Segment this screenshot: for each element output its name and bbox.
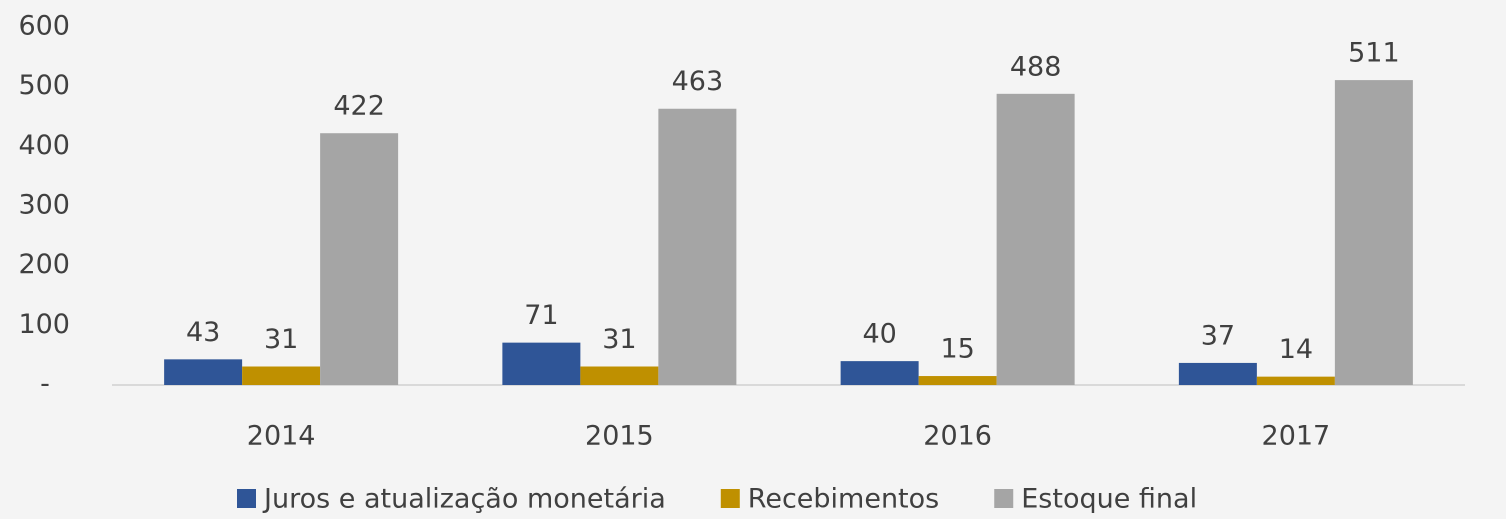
bar [320,133,399,385]
bar [918,376,997,385]
x-tick-label: 2015 [585,421,654,452]
data-label: 14 [1279,334,1313,365]
x-tick-label: 2014 [247,421,316,452]
bar [242,366,321,385]
bar [1334,80,1413,385]
bar [502,342,581,385]
bar [580,366,659,385]
bar [164,359,243,385]
bar [658,108,737,385]
legend-swatch [720,489,740,508]
data-label: 40 [862,319,896,350]
y-tick-label: 200 [18,249,70,280]
bar [1178,362,1257,385]
y-tick-label: 100 [18,309,70,340]
legend-swatch [237,489,256,508]
data-label: 511 [1348,38,1400,69]
y-tick-label: 600 [18,11,70,42]
legend-label: Juros e atualização monetária [262,484,666,515]
data-label: 488 [1010,51,1062,82]
data-label: 31 [264,324,298,355]
legend-label: Recebimentos [748,484,939,515]
x-tick-label: 2017 [1262,421,1331,452]
data-label: 71 [524,300,558,331]
legend-label: Estoque final [1021,484,1197,515]
x-tick-label: 2016 [923,421,992,452]
data-label: 31 [602,324,636,355]
legend-swatch [994,489,1014,508]
y-tick-label: 300 [18,190,70,221]
data-label: 37 [1201,320,1235,351]
y-tick-label: 400 [18,130,70,161]
data-label: 422 [333,91,385,122]
y-tick-label: - [40,369,50,400]
bar [996,93,1075,386]
data-label: 43 [186,317,220,348]
bar [840,361,919,385]
y-tick-label: 500 [18,70,70,101]
data-label: 463 [672,66,724,97]
data-label: 15 [940,334,974,365]
bar [1256,376,1335,385]
